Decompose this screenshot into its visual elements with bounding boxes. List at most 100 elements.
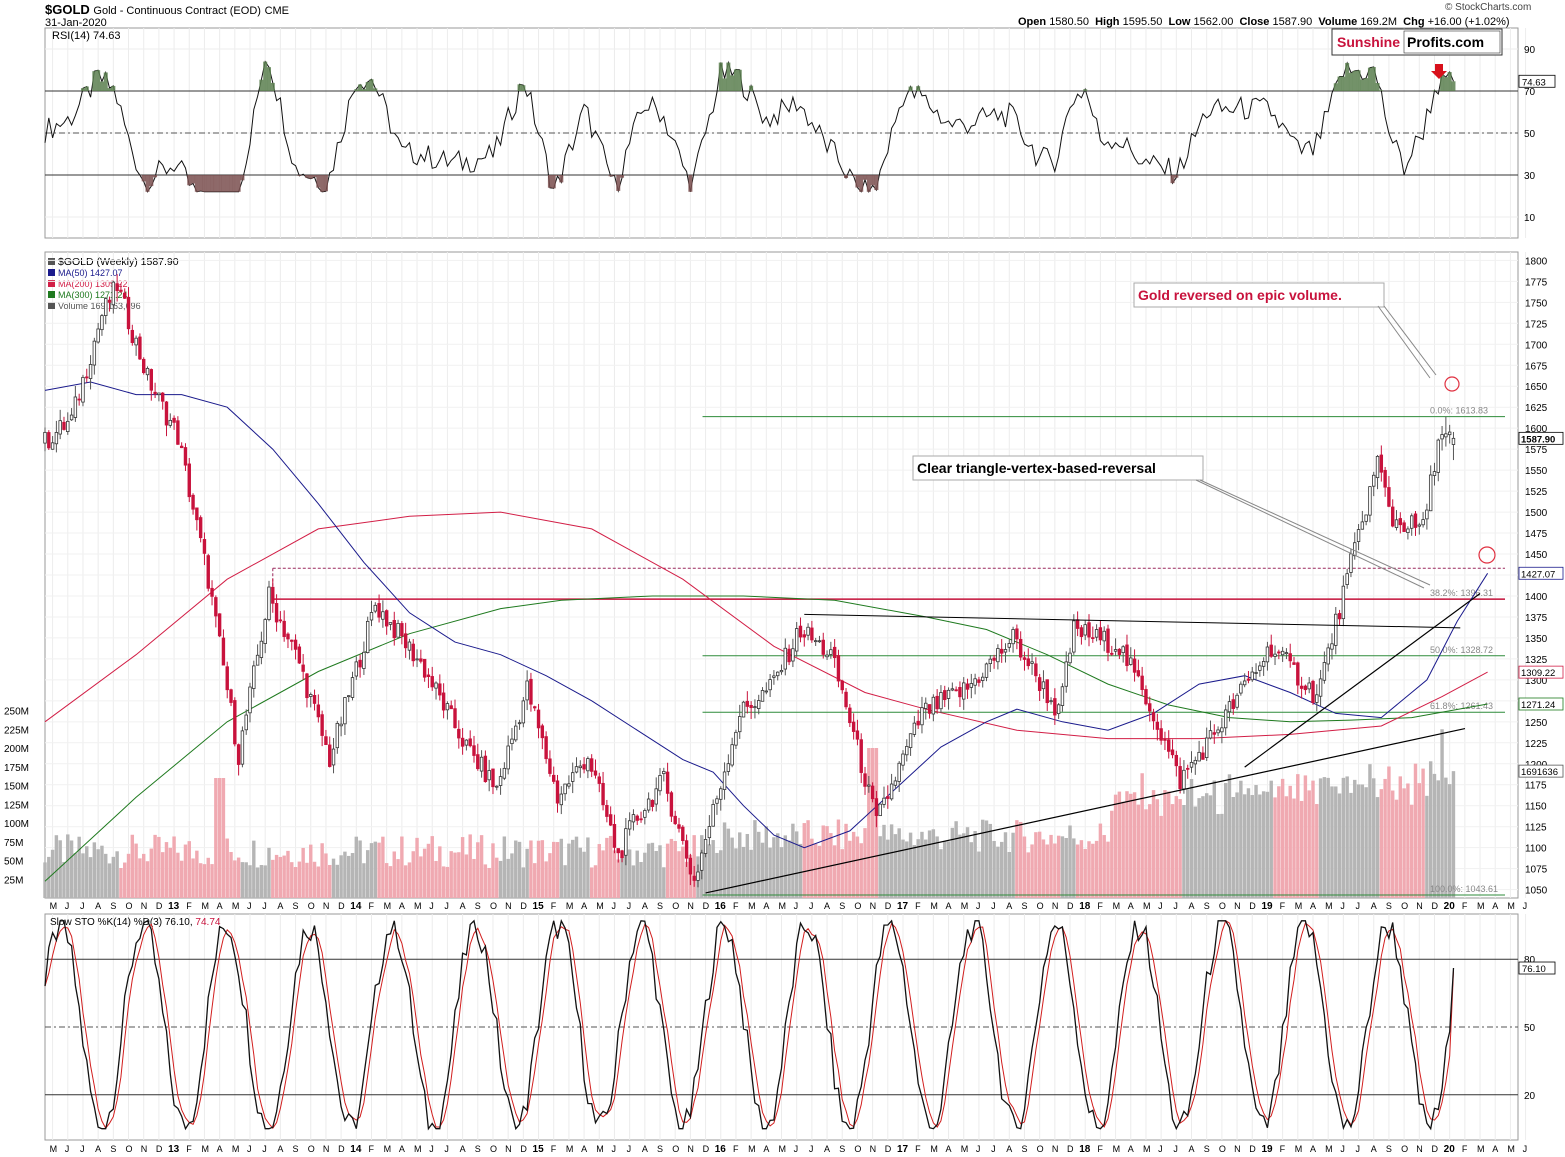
volume-bar	[738, 832, 742, 898]
legend-entry: MA(300) 1271.24	[58, 290, 128, 300]
candle-body	[939, 692, 943, 710]
rsi-overbought-fill	[259, 79, 264, 91]
volume-bar	[183, 844, 188, 898]
month-axis-label-bottom: D	[1249, 1144, 1256, 1154]
price-tick-label: 1725	[1525, 319, 1548, 330]
candle-body	[722, 771, 727, 790]
rsi-overbought-fill	[726, 62, 731, 91]
volume-bar	[274, 854, 279, 898]
candle-body	[711, 804, 715, 827]
month-axis-label-bottom: J	[809, 1144, 814, 1154]
volume-bar	[707, 844, 712, 898]
candle-body	[1026, 658, 1030, 667]
candle-body	[1121, 646, 1125, 654]
price-tag-box	[1518, 764, 1564, 778]
candle-body	[316, 704, 321, 718]
volume-bar	[130, 834, 135, 898]
volume-bar	[665, 843, 670, 898]
volume-bar	[920, 831, 924, 898]
sto-tick-label: 50	[1524, 1023, 1536, 1034]
chart-date: 31-Jan-2020	[45, 17, 107, 29]
volume-bar	[1163, 790, 1167, 898]
candle-body	[176, 420, 180, 445]
candle-body	[267, 586, 271, 620]
month-axis-label: M	[748, 901, 756, 911]
volume-bar	[624, 837, 628, 898]
candle-body	[1349, 553, 1353, 573]
month-axis-label-bottom: J	[1356, 1144, 1361, 1154]
candle-body	[1201, 752, 1205, 760]
candle-body	[517, 722, 522, 725]
volume-bar	[290, 862, 294, 898]
volume-bar	[1288, 785, 1292, 898]
candle-body	[347, 695, 351, 698]
rsi-oversold-fill	[141, 175, 146, 182]
volume-bar	[1315, 804, 1319, 898]
candle-body	[715, 798, 719, 804]
volume-bar	[1068, 825, 1072, 898]
candle-body	[776, 671, 780, 677]
month-axis-label: A	[1492, 901, 1498, 911]
candle-body	[214, 597, 218, 617]
candle-body	[400, 623, 404, 637]
candle-body	[1315, 694, 1319, 703]
volume-bar	[217, 778, 222, 898]
volume-bar	[1053, 843, 1057, 898]
volume-bar	[1140, 773, 1144, 898]
volume-bar	[886, 839, 890, 898]
price-tick-label: 1525	[1525, 487, 1548, 498]
month-axis-label: D	[703, 901, 710, 911]
candle-body	[1402, 522, 1406, 532]
candle-body	[168, 419, 172, 426]
candle-body	[802, 634, 806, 638]
volume-bar	[92, 842, 97, 898]
month-axis-label-bottom: M	[201, 1144, 209, 1154]
volume-bar	[1296, 774, 1300, 898]
candle-body	[741, 701, 746, 718]
candle-body	[631, 814, 636, 823]
month-axis-label: N	[323, 901, 330, 911]
volume-bar	[749, 849, 753, 898]
volume-bar	[1060, 836, 1065, 898]
candle-body	[498, 776, 503, 786]
volume-bar	[1379, 789, 1384, 898]
volume-bar	[559, 838, 564, 898]
rsi-overbought-fill	[916, 86, 921, 91]
candle-body	[206, 555, 210, 589]
rsi-overbought-fill	[369, 79, 374, 91]
candle-body	[1003, 649, 1008, 653]
rsi-oversold-fill	[221, 175, 226, 192]
volume-bar	[369, 843, 374, 898]
candle-body	[806, 626, 810, 636]
candle-body	[692, 875, 696, 881]
candle-body	[662, 770, 666, 775]
volume-bar	[734, 848, 738, 898]
month-axis-label-bottom: F	[186, 1144, 192, 1154]
month-axis-label: M	[50, 901, 58, 911]
price-tick-label: 1550	[1525, 466, 1548, 477]
month-axis-label: A	[581, 901, 587, 911]
volume-bar	[1360, 784, 1365, 898]
volume-bar	[996, 846, 1000, 898]
price-tag-text: 1691636	[1521, 767, 1558, 778]
volume-bar	[1406, 783, 1410, 898]
volume-bar	[1372, 778, 1376, 898]
candle-body	[946, 689, 951, 699]
month-axis-label-bottom: N	[870, 1144, 877, 1154]
volume-bar	[1261, 791, 1266, 898]
month-axis-label-bottom: 14	[350, 1144, 362, 1155]
volume-bar	[669, 838, 674, 898]
candle-body	[851, 721, 856, 732]
volume-bar	[441, 866, 446, 898]
volume-bar	[943, 841, 947, 898]
candle-body	[381, 611, 385, 620]
volume-bar	[77, 836, 81, 898]
candle-body	[817, 640, 822, 643]
month-axis-label-bottom: O	[308, 1144, 315, 1154]
month-axis-label-bottom: M	[232, 1144, 240, 1154]
price-tick-label: 1700	[1525, 340, 1548, 351]
candle-body	[1425, 509, 1429, 520]
candle-body	[696, 871, 700, 881]
month-axis-label-bottom: S	[110, 1144, 116, 1154]
candle-body	[1030, 661, 1034, 664]
